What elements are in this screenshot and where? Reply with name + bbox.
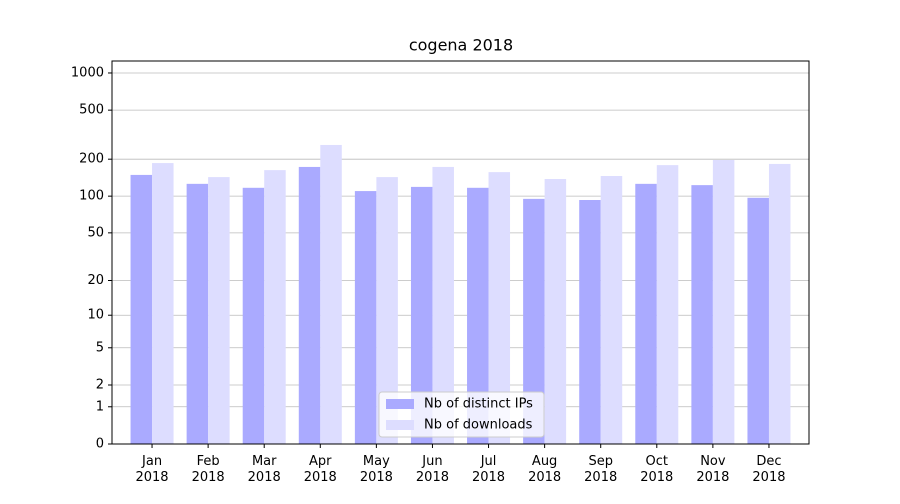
x-tick-label: Jun 2018 — [416, 454, 449, 485]
bar — [635, 183, 657, 445]
bar — [152, 163, 174, 444]
bar — [320, 144, 342, 445]
bar — [656, 165, 679, 444]
x-tick-label: Oct 2018 — [640, 454, 673, 485]
x-tick-label: Sep 2018 — [584, 454, 617, 485]
y-tick-label: 5 — [96, 340, 104, 355]
bar — [544, 178, 567, 445]
bar — [354, 191, 377, 444]
bar — [523, 198, 545, 444]
y-tick-label: 200 — [79, 152, 104, 167]
bar — [579, 200, 601, 444]
bar — [130, 174, 153, 444]
legend-box — [378, 391, 545, 438]
bar — [208, 177, 230, 444]
bar — [432, 166, 454, 444]
y-tick-label: 500 — [79, 103, 104, 118]
plot-frame — [111, 60, 810, 445]
y-tick-label: 50 — [87, 225, 104, 240]
chart-title: cogena 2018 — [409, 36, 513, 55]
y-tick-label: 0 — [96, 437, 104, 452]
x-tick-label: Mar 2018 — [248, 454, 281, 485]
x-tick-label: Aug 2018 — [528, 454, 561, 485]
x-tick-label: Dec 2018 — [752, 454, 785, 485]
x-tick-label: Jul 2018 — [472, 454, 505, 485]
bar — [242, 187, 265, 444]
legend-label: Nb of distinct IPs — [424, 397, 533, 412]
y-tick-label: 2 — [96, 378, 104, 393]
x-tick-label: May 2018 — [360, 454, 393, 485]
x-tick-label: Apr 2018 — [304, 454, 337, 485]
x-tick-label: Nov 2018 — [696, 454, 729, 485]
bar — [712, 159, 735, 444]
bar — [600, 175, 623, 444]
y-tick-label: 10 — [87, 308, 104, 323]
bar — [410, 186, 433, 444]
legend: Nb of distinct IPs Nb of downloads — [378, 391, 545, 438]
x-tick-label: Jan 2018 — [135, 454, 168, 485]
bar — [691, 185, 713, 445]
legend-label: Nb of downloads — [424, 418, 533, 433]
bar — [298, 166, 321, 444]
bar — [747, 197, 769, 444]
y-tick-label: 1 — [96, 399, 104, 414]
bar — [264, 170, 286, 444]
bar — [768, 163, 791, 444]
y-tick-label: 20 — [87, 273, 104, 288]
legend-swatch — [386, 399, 414, 409]
y-tick-label: 1000 — [71, 65, 104, 80]
x-tick-label: Feb 2018 — [192, 454, 225, 485]
bar — [467, 187, 489, 444]
legend-swatch — [386, 420, 414, 430]
y-tick-label: 100 — [79, 189, 104, 204]
bar — [186, 183, 209, 445]
bar — [376, 177, 398, 444]
bar — [488, 172, 511, 445]
